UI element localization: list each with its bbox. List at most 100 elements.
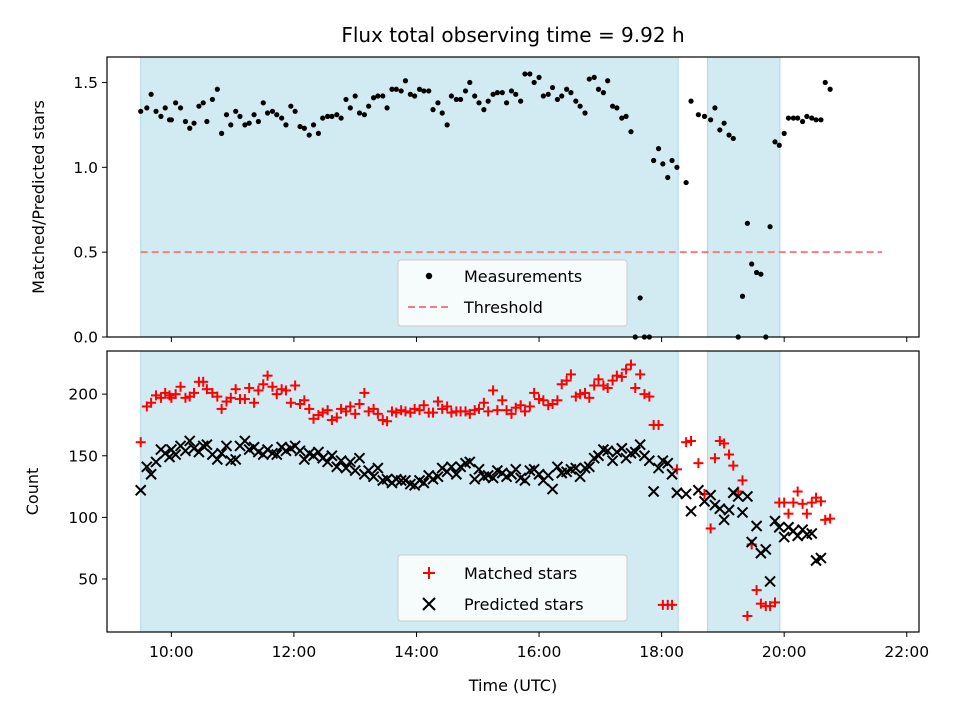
measurement-point xyxy=(717,127,723,133)
measurement-point xyxy=(255,118,261,125)
predicted-stars-point xyxy=(533,468,545,480)
matched-stars-point xyxy=(561,375,572,386)
matched-stars-point xyxy=(719,438,730,449)
measurement-point xyxy=(695,112,701,118)
matched-stars-point xyxy=(602,382,613,393)
plot-frame xyxy=(106,350,920,633)
predicted-stars-point xyxy=(815,552,827,564)
measurement-point xyxy=(490,91,496,97)
predicted-stars-point xyxy=(464,456,476,468)
predicted-stars-point xyxy=(418,477,430,489)
measurement-point xyxy=(730,135,736,142)
measurement-point xyxy=(402,78,409,84)
bottom-legend-box xyxy=(397,554,628,622)
measurement-point xyxy=(370,95,377,101)
measurement-point xyxy=(559,93,565,99)
matched-stars-point xyxy=(446,407,457,418)
measurement-point xyxy=(297,123,303,130)
matched-stars-point xyxy=(635,369,646,380)
measurement-point xyxy=(749,261,755,267)
predicted-stars-point xyxy=(745,536,758,548)
predicted-stars-point xyxy=(239,435,251,447)
predicted-stars-point xyxy=(294,445,306,457)
matched-stars-point xyxy=(792,486,803,497)
y-tick-label: 1.5 xyxy=(73,74,98,92)
matched-stars-point xyxy=(478,397,489,408)
predicted-stars-point xyxy=(271,448,283,461)
measurement-point xyxy=(712,105,718,111)
matched-stars-point xyxy=(483,406,494,417)
predicted-stars-point xyxy=(395,474,407,487)
chart-title: Flux total observing time = 9.92 h xyxy=(341,23,684,47)
predicted-stars-point xyxy=(487,472,499,484)
predicted-stars-point xyxy=(685,505,697,517)
measurement-point xyxy=(614,105,620,111)
matched-stars-point xyxy=(825,513,836,524)
measurement-point xyxy=(522,71,528,77)
measurement-point xyxy=(168,117,174,123)
matched-stars-point xyxy=(322,405,333,416)
top-panel-y-axis-label: Matched/Predicted stars xyxy=(29,100,48,294)
matched-stars-point xyxy=(686,435,697,446)
measurement-point xyxy=(785,115,792,121)
measurement-point xyxy=(329,113,335,119)
measurement-point xyxy=(536,74,542,80)
predicted-stars-point xyxy=(643,454,656,467)
measurement-point xyxy=(412,93,418,99)
matched-stars-point xyxy=(681,437,692,448)
legend-x-marker xyxy=(422,597,436,611)
matched-stars-point xyxy=(820,514,831,525)
measurement-point xyxy=(804,113,810,119)
measurement-point xyxy=(260,100,266,106)
predicted-stars-point xyxy=(732,490,744,503)
matched-stars-point xyxy=(212,391,223,402)
predicted-stars-point xyxy=(714,503,726,515)
measurement-point xyxy=(430,107,436,113)
matched-stars-point xyxy=(625,359,636,370)
predicted-stars-point xyxy=(335,454,347,467)
predicted-stars-point xyxy=(468,473,481,485)
measurement-point xyxy=(274,112,280,118)
matched-stars-point xyxy=(350,408,361,419)
predicted-stars-point xyxy=(372,462,384,474)
measurement-point xyxy=(573,98,579,104)
predicted-stars-point xyxy=(519,474,531,487)
measurement-point xyxy=(426,88,432,94)
measurement-point xyxy=(214,86,220,92)
measurement-point xyxy=(799,118,806,125)
plot-frame xyxy=(106,56,920,338)
predicted-stars-point xyxy=(647,485,660,498)
predicted-stars-point xyxy=(432,471,444,483)
matched-stars-point xyxy=(271,389,282,400)
measurement-point xyxy=(508,88,515,94)
measurement-point xyxy=(453,96,459,103)
measurement-point xyxy=(398,88,404,94)
measurement-point xyxy=(448,93,455,99)
matched-stars-point xyxy=(653,419,664,430)
matched-stars-point xyxy=(262,370,273,381)
predicted-stars-point xyxy=(760,543,772,556)
x-tick-label: 12:00 xyxy=(272,643,317,661)
predicted-stars-point xyxy=(666,468,678,480)
measurement-point xyxy=(435,100,441,106)
measurement-point xyxy=(334,112,340,118)
matched-stars-point xyxy=(170,389,181,400)
measurement-point xyxy=(315,130,322,136)
measurement-point xyxy=(173,100,179,106)
measurement-point xyxy=(813,117,819,123)
legend-plus-marker xyxy=(423,567,435,579)
measurement-point xyxy=(628,129,634,135)
predicted-stars-point xyxy=(680,488,692,500)
matched-stars-point xyxy=(621,364,632,375)
measurement-point xyxy=(292,108,298,114)
predicted-stars-point xyxy=(367,471,380,483)
predicted-stars-point xyxy=(704,489,717,501)
measurement-point xyxy=(338,115,344,121)
measurement-point xyxy=(301,125,307,131)
measurement-point xyxy=(605,78,611,84)
matched-stars-point xyxy=(216,403,227,414)
predicted-stars-point xyxy=(570,462,582,474)
legend-label-measurements: Measurements xyxy=(464,267,582,286)
predicted-stars-point xyxy=(197,440,209,452)
